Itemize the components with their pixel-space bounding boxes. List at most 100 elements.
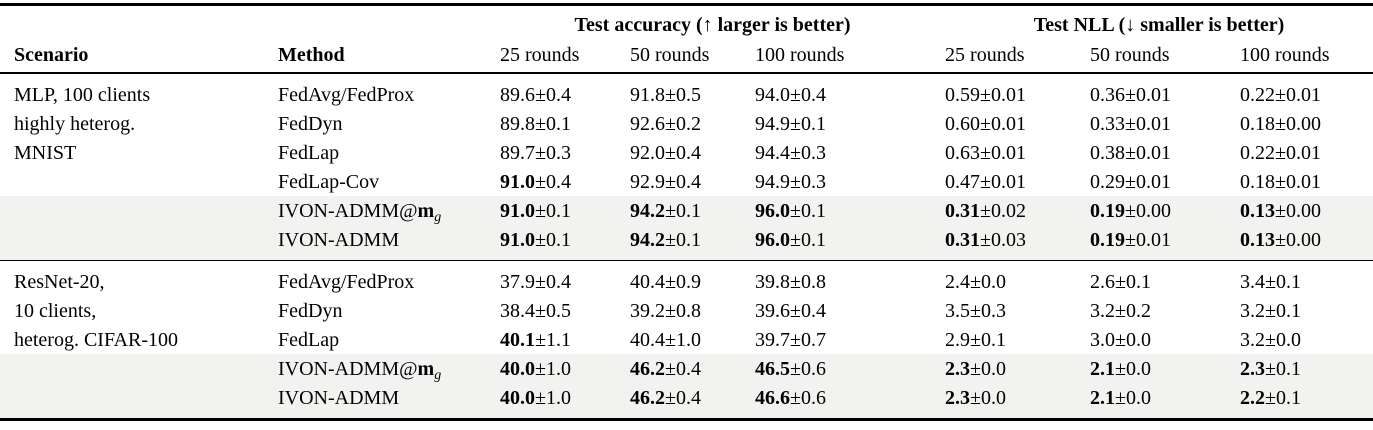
mean-value: 0.36 — [1090, 83, 1126, 106]
std-value: ±0.01 — [980, 112, 1027, 135]
acc-25-value: 40.1±1.1 — [495, 325, 625, 354]
method-text: FedLap-Cov — [278, 170, 380, 193]
table-row: 10 clients, FedDyn 38.4±0.5 39.2±0.8 39.6±0.… — [0, 296, 1373, 325]
method-label: FedLap — [278, 325, 495, 354]
acc-25-value: 37.9±0.4 — [495, 261, 625, 297]
mean-value: 3.0 — [1090, 328, 1116, 351]
method-text: FedDyn — [278, 112, 343, 135]
acc-100-value: 46.5±0.6 — [750, 354, 905, 383]
std-value: ±1.1 — [535, 328, 571, 351]
nll-100-value: 3.4±0.1 — [1240, 261, 1373, 297]
method-text: FedAvg/FedProx — [278, 83, 415, 106]
scenario-column-header: Scenario — [14, 44, 89, 66]
std-value: ±0.7 — [790, 328, 826, 351]
method-text: IVON-ADMM — [278, 228, 400, 251]
nll-100-value: 3.2±0.0 — [1240, 325, 1373, 354]
std-value: ±0.4 — [665, 357, 701, 380]
acc-100-value: 46.6±0.6 — [750, 383, 905, 420]
acc-25-value: 89.7±0.3 — [495, 138, 625, 167]
acc-25-value: 40.0±1.0 — [495, 383, 625, 420]
std-value: ±0.4 — [665, 386, 701, 409]
method-math-symbol: m — [417, 199, 435, 222]
method-math-subscript: g — [434, 367, 442, 383]
std-value: ±0.4 — [665, 141, 701, 164]
mean-value: 94.4 — [755, 141, 790, 164]
mean-value: 46.6 — [755, 386, 790, 409]
mean-value: 96.0 — [755, 199, 790, 222]
mean-value: 2.4 — [945, 270, 971, 293]
mean-value: 0.31 — [945, 199, 981, 222]
std-value: ±0.8 — [665, 299, 701, 322]
nll-25-value: 2.4±0.0 — [905, 261, 1090, 297]
acc-50-value: 94.2±0.1 — [625, 196, 750, 225]
acc-25-rounds-header: 25 rounds — [500, 44, 580, 66]
nll-25-value: 0.47±0.01 — [905, 167, 1090, 196]
std-value: ±0.1 — [535, 228, 571, 251]
mean-value: 3.5 — [945, 299, 971, 322]
mean-value: 2.2 — [1240, 386, 1266, 409]
mean-value: 94.0 — [755, 83, 790, 106]
scenario-line — [0, 354, 278, 383]
acc-50-value: 40.4±0.9 — [625, 261, 750, 297]
table-row: FedLap-Cov 91.0±0.4 92.9±0.4 94.9±0.3 0.47±0… — [0, 167, 1373, 196]
std-value: ±0.3 — [790, 141, 826, 164]
nll-100-value: 0.13±0.00 — [1240, 225, 1373, 261]
method-text: FedDyn — [278, 299, 343, 322]
nll-group-header: Test NLL (↓ smaller is better) — [1033, 14, 1285, 36]
std-value: ±0.01 — [1275, 83, 1322, 106]
std-value: ±0.0 — [970, 386, 1007, 409]
std-value: ±0.1 — [1265, 270, 1302, 293]
nll-25-value: 0.31±0.02 — [905, 196, 1090, 225]
mean-value: 46.5 — [755, 357, 790, 380]
acc-100-value: 96.0±0.1 — [750, 225, 905, 261]
mean-value: 91.0 — [500, 228, 535, 251]
acc-50-value: 94.2±0.1 — [625, 225, 750, 261]
mean-value: 2.3 — [945, 357, 971, 380]
mean-value: 0.59 — [945, 83, 981, 106]
nll-25-value: 2.3±0.0 — [905, 383, 1090, 420]
std-value: ±0.01 — [980, 83, 1027, 106]
std-value: ±0.1 — [535, 112, 571, 135]
mean-value: 0.60 — [945, 112, 981, 135]
scenario-line: 10 clients, — [14, 299, 97, 322]
mean-value: 0.22 — [1240, 83, 1276, 106]
table-row: highly heterog. FedDyn 89.8±0.1 92.6±0.2 94.… — [0, 109, 1373, 138]
std-value: ±0.01 — [1125, 170, 1172, 193]
nll-100-value: 2.2±0.1 — [1240, 383, 1373, 420]
group-header-row: Test accuracy (↑ larger is better) Test … — [0, 5, 1373, 40]
std-value: ±0.2 — [665, 112, 701, 135]
mean-value: 2.1 — [1090, 357, 1116, 380]
acc-50-value: 91.8±0.5 — [625, 73, 750, 109]
mean-value: 37.9 — [500, 270, 535, 293]
mean-value: 0.19 — [1090, 228, 1126, 251]
acc-50-value: 46.2±0.4 — [625, 354, 750, 383]
std-value: ±1.0 — [535, 357, 571, 380]
mean-value: 46.2 — [630, 357, 665, 380]
acc-25-value: 38.4±0.5 — [495, 296, 625, 325]
acc-25-value: 91.0±0.1 — [495, 225, 625, 261]
mean-value: 0.18 — [1240, 170, 1276, 193]
mean-value: 39.2 — [630, 299, 665, 322]
std-value: ±0.9 — [665, 270, 701, 293]
acc-100-rounds-header: 100 rounds — [755, 44, 845, 66]
std-value: ±0.00 — [1275, 112, 1322, 135]
std-value: ±0.4 — [535, 170, 571, 193]
mean-value: 89.7 — [500, 141, 535, 164]
std-value: ±0.4 — [535, 83, 571, 106]
mean-value: 91.8 — [630, 83, 665, 106]
mean-value: 2.9 — [945, 328, 971, 351]
std-value: ±0.1 — [790, 112, 826, 135]
mean-value: 94.9 — [755, 170, 790, 193]
scenario-line: highly heterog. — [14, 112, 136, 135]
std-value: ±0.1 — [790, 199, 826, 222]
acc-50-value: 92.0±0.4 — [625, 138, 750, 167]
mean-value: 0.18 — [1240, 112, 1276, 135]
acc-50-value: 46.2±0.4 — [625, 383, 750, 420]
method-label: FedDyn — [278, 109, 495, 138]
table-row-highlighted: IVON-ADMM 91.0±0.1 94.2±0.1 96.0±0.1 0.31±0.… — [0, 225, 1373, 261]
std-value: ±0.1 — [1265, 357, 1302, 380]
method-text: IVON-ADMM — [278, 386, 400, 409]
std-value: ±0.00 — [1125, 199, 1172, 222]
mean-value: 3.2 — [1090, 299, 1116, 322]
mean-value: 2.1 — [1090, 386, 1116, 409]
